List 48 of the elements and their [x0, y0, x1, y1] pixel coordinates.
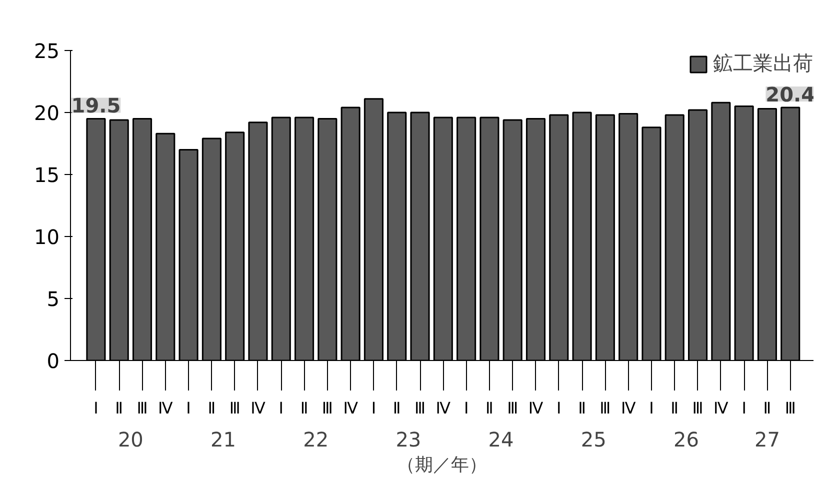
x-tick-label: Ⅳ	[343, 398, 358, 418]
x-tick-label: Ⅰ	[186, 398, 191, 418]
text: 20	[118, 428, 144, 452]
x-tick-label: Ⅲ	[322, 398, 333, 418]
text: 22	[303, 428, 329, 452]
x-tick-label: Ⅱ	[578, 398, 586, 418]
x-tick-label: Ⅰ	[371, 398, 376, 418]
x-tick-label: Ⅳ	[250, 398, 266, 418]
x-tick-label: Ⅰ	[556, 398, 562, 418]
x-tick-label: Ⅲ	[507, 398, 518, 418]
y-tick-label: 20	[34, 101, 60, 125]
text: 23	[396, 428, 422, 452]
data-label: 19.5	[71, 94, 121, 118]
x-tick-label: Ⅱ	[115, 398, 124, 418]
x-tick-label: Ⅳ	[436, 398, 451, 418]
x-tick-label: Ⅱ	[763, 398, 772, 418]
text: 26	[673, 428, 699, 452]
x-tick-label: Ⅲ	[600, 398, 611, 418]
x-tick-label: Ⅱ	[670, 398, 679, 418]
x-tick-label: Ⅳ	[528, 398, 544, 418]
x-axis-title: （期／年）	[397, 454, 487, 476]
y-tick-label: 25	[34, 39, 60, 63]
x-tick-label: Ⅱ	[208, 398, 216, 418]
x-tick-label: Ⅰ	[94, 398, 98, 418]
text: 25	[580, 428, 606, 452]
x-tick-label: Ⅳ	[714, 398, 729, 418]
x-tick-label: Ⅳ	[620, 398, 636, 418]
y-tick-label: 0	[46, 349, 60, 373]
x-tick-label: Ⅰ	[278, 398, 284, 418]
x-tick-label: Ⅲ	[136, 398, 148, 418]
x-tick-label: Ⅰ	[649, 398, 654, 418]
x-tick-label: Ⅱ	[392, 398, 401, 418]
x-tick-label: Ⅰ	[464, 398, 469, 418]
text: 21	[210, 428, 236, 452]
text: 27	[754, 428, 780, 452]
x-tick-label: Ⅱ	[486, 398, 494, 418]
x-tick-label: Ⅳ	[158, 398, 174, 418]
y-tick-label: 10	[34, 225, 60, 249]
x-tick-label: Ⅲ	[414, 398, 426, 418]
x-tick-label: Ⅰ	[742, 398, 746, 418]
y-tick-label: 15	[34, 163, 60, 187]
x-tick-label: Ⅲ	[692, 398, 704, 418]
legend-label: 鉱工業出荷	[713, 50, 813, 77]
y-tick-label: 5	[46, 287, 60, 311]
x-tick-label: Ⅲ	[784, 398, 796, 418]
text: 24	[488, 428, 514, 452]
x-tick-label: Ⅲ	[229, 398, 240, 418]
x-tick-label: Ⅱ	[300, 398, 308, 418]
